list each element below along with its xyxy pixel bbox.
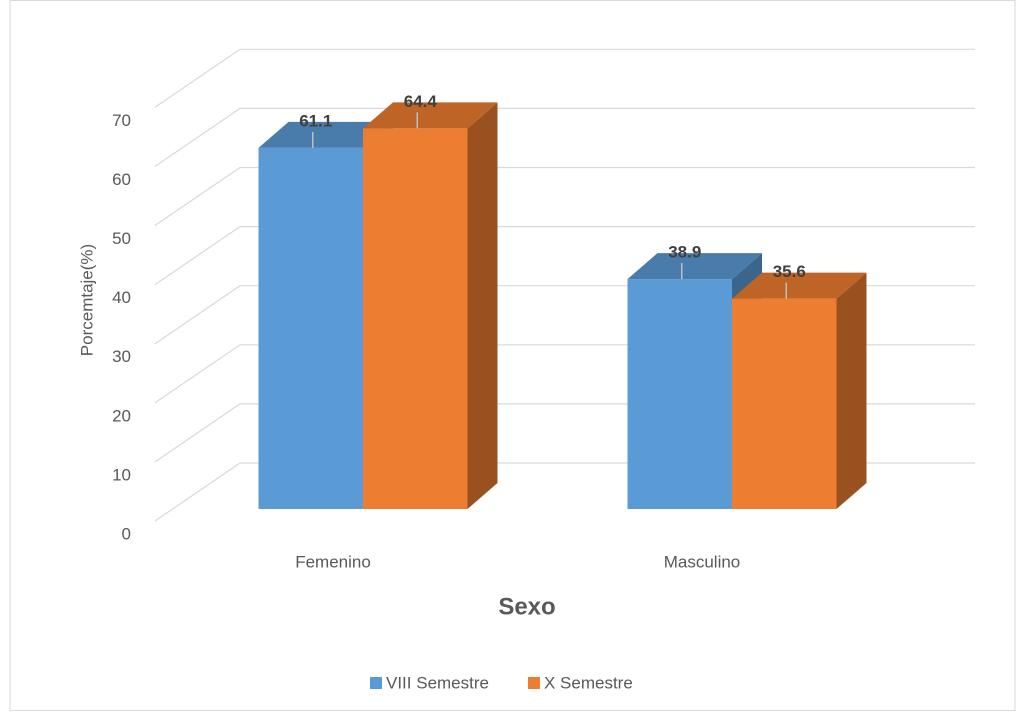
x-axis-title: Sexo xyxy=(498,593,555,620)
value-label: 38.9 xyxy=(668,243,701,262)
bar-side xyxy=(467,102,498,510)
grid-line xyxy=(154,226,975,286)
y-tick-label: 20 xyxy=(112,406,131,425)
bar-top xyxy=(627,253,762,280)
y-tick-label: 0 xyxy=(122,524,131,543)
bar-top xyxy=(732,272,867,299)
grid-line xyxy=(154,48,975,108)
bar xyxy=(732,298,837,509)
value-label: 35.6 xyxy=(773,262,806,281)
bar-top xyxy=(258,121,393,148)
legend-swatch xyxy=(527,677,540,689)
grid-line xyxy=(154,107,975,167)
chart-frame xyxy=(9,0,1016,711)
x-tick-label: Femenino xyxy=(295,552,371,571)
bar-side xyxy=(836,272,867,509)
bar-top xyxy=(363,102,498,129)
legend-label: X Semestre xyxy=(544,673,633,692)
y-tick-label: 60 xyxy=(112,170,131,189)
grid-line xyxy=(154,166,975,226)
legend-swatch xyxy=(370,677,382,689)
bar xyxy=(363,128,468,509)
y-tick-label: 70 xyxy=(112,111,131,130)
value-label: 61.1 xyxy=(299,111,332,130)
y-tick-label: 30 xyxy=(112,347,131,366)
y-tick-label: 50 xyxy=(112,229,131,248)
y-tick-label: 40 xyxy=(112,288,131,307)
bar xyxy=(258,147,363,510)
value-label: 64.4 xyxy=(404,92,438,111)
legend-label: VIII Semestre xyxy=(386,673,489,692)
x-tick-label: Masculino xyxy=(664,552,741,571)
bar xyxy=(627,279,732,509)
y-axis-title: Porcemtaje(%) xyxy=(77,244,96,356)
y-tick-label: 10 xyxy=(112,465,131,484)
